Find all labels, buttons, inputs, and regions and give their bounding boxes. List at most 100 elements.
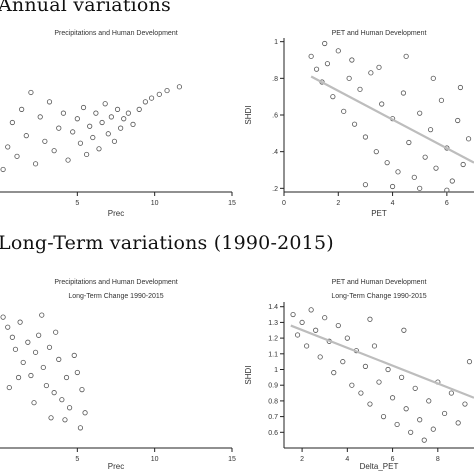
scatter-point: [317, 354, 323, 360]
chart-prec-long-term: Precipitations and Human Development Long…: [0, 279, 236, 471]
scatter-point: [403, 53, 409, 59]
scatter-point: [340, 359, 346, 365]
scatter-point: [77, 140, 84, 146]
scatter-point: [142, 99, 148, 105]
x-tick-label: 4: [391, 200, 395, 207]
x-tick-label: 6: [445, 200, 449, 207]
chart-title: PET and Human Development: [332, 30, 427, 37]
scatter-point: [421, 437, 427, 443]
chart-pet-long-term: PET and Human Development Long-Term Chang…: [244, 279, 474, 471]
scatter-point: [56, 356, 62, 362]
scatter-point: [351, 121, 358, 127]
y-tick-label: 1.2: [268, 336, 278, 343]
fit-line: [290, 324, 474, 399]
scatter-point: [96, 146, 102, 152]
scatter-point: [376, 379, 382, 385]
scatter-point: [324, 61, 331, 67]
scatter-point: [457, 84, 464, 91]
scatter-point: [32, 161, 39, 167]
scatter-point: [130, 121, 136, 127]
scatter-point: [62, 417, 68, 423]
scatter-point: [389, 395, 396, 401]
scatter-point: [448, 390, 454, 396]
scatter-point: [5, 324, 11, 330]
x-tick-label: 10: [151, 456, 159, 463]
scatter-point: [28, 372, 34, 379]
scatter-point: [111, 138, 118, 144]
scatter-point: [56, 125, 62, 131]
scatter-point: [376, 64, 382, 70]
scatter-point: [23, 133, 29, 139]
scatter-point: [412, 385, 418, 391]
scatter-point: [294, 332, 301, 338]
scatter-point: [48, 415, 54, 421]
scatter-point: [82, 410, 88, 416]
x-axis-label: PET: [371, 209, 387, 218]
scatter-point: [176, 84, 183, 90]
scatter-point: [19, 106, 25, 112]
scatter-point: [411, 174, 417, 180]
x-tick-label: 5: [75, 456, 79, 463]
scatter-point: [417, 417, 423, 423]
scatter-point: [344, 335, 350, 341]
y-tick-label: .2: [272, 186, 278, 193]
scatter-point: [308, 53, 314, 59]
y-tick-label: .4: [272, 149, 278, 156]
scatter-point: [335, 322, 341, 329]
scatter-point: [77, 425, 84, 431]
scatter-point: [422, 154, 428, 160]
scatter-point: [430, 75, 436, 81]
y-tick-label: 1: [274, 367, 278, 374]
scatter-point: [438, 97, 445, 103]
scatter-point: [389, 183, 396, 190]
scatter-point: [9, 119, 15, 126]
y-tick-label: 0.6: [268, 430, 278, 437]
scatter-point: [99, 119, 105, 126]
chart-pet-annual: PET and Human Development 0 2 4 6 .2 .4 .6 .8 1 PE…: [244, 30, 474, 218]
scatter-point: [114, 106, 121, 112]
scatter-point: [406, 139, 412, 146]
scatter-point: [79, 387, 85, 393]
scatter-point: [37, 114, 43, 120]
scatter-points: [0, 312, 88, 431]
y-tick-label: .6: [272, 113, 278, 120]
scatter-point: [121, 116, 127, 122]
scatter-point: [373, 149, 379, 155]
scatter-point: [441, 410, 448, 417]
x-axis-label: Prec: [108, 209, 124, 218]
scatter-point: [39, 312, 45, 318]
scatter-point: [430, 426, 436, 432]
scatter-point: [136, 106, 142, 112]
scatter-point: [395, 169, 401, 175]
scatter-point: [53, 329, 59, 335]
scatter-point: [313, 66, 320, 72]
scatter-point: [63, 374, 70, 381]
scatter-point: [362, 134, 369, 140]
scatter-point: [394, 421, 400, 428]
scatter-point: [444, 187, 450, 193]
x-tick-label: 8: [436, 456, 440, 463]
x-tick-label: 2: [300, 456, 304, 463]
scatter-point: [460, 161, 466, 168]
chart-prec-annual: Precipitations and Human Development 5 10 1…: [0, 30, 236, 218]
scatter-point: [28, 89, 34, 96]
scatter-point: [148, 95, 155, 101]
scatter-point: [67, 405, 73, 411]
scatter-point: [399, 374, 405, 380]
scatter-point: [31, 400, 37, 406]
scatter-point: [455, 117, 461, 124]
scatter-point: [93, 110, 99, 116]
scatter-point: [417, 185, 423, 191]
x-tick-label: 0: [282, 200, 286, 207]
scatter-point: [335, 48, 341, 54]
scatter-point: [108, 114, 114, 120]
scatter-point: [51, 148, 57, 154]
x-tick-label: 15: [228, 200, 236, 207]
scatter-point: [357, 86, 363, 92]
scatter-point: [466, 359, 473, 365]
scatter-point: [368, 70, 374, 76]
scatter-point: [59, 397, 65, 403]
scatter-point: [60, 110, 67, 116]
scatter-point: [70, 129, 76, 135]
scatter-point: [71, 352, 77, 358]
